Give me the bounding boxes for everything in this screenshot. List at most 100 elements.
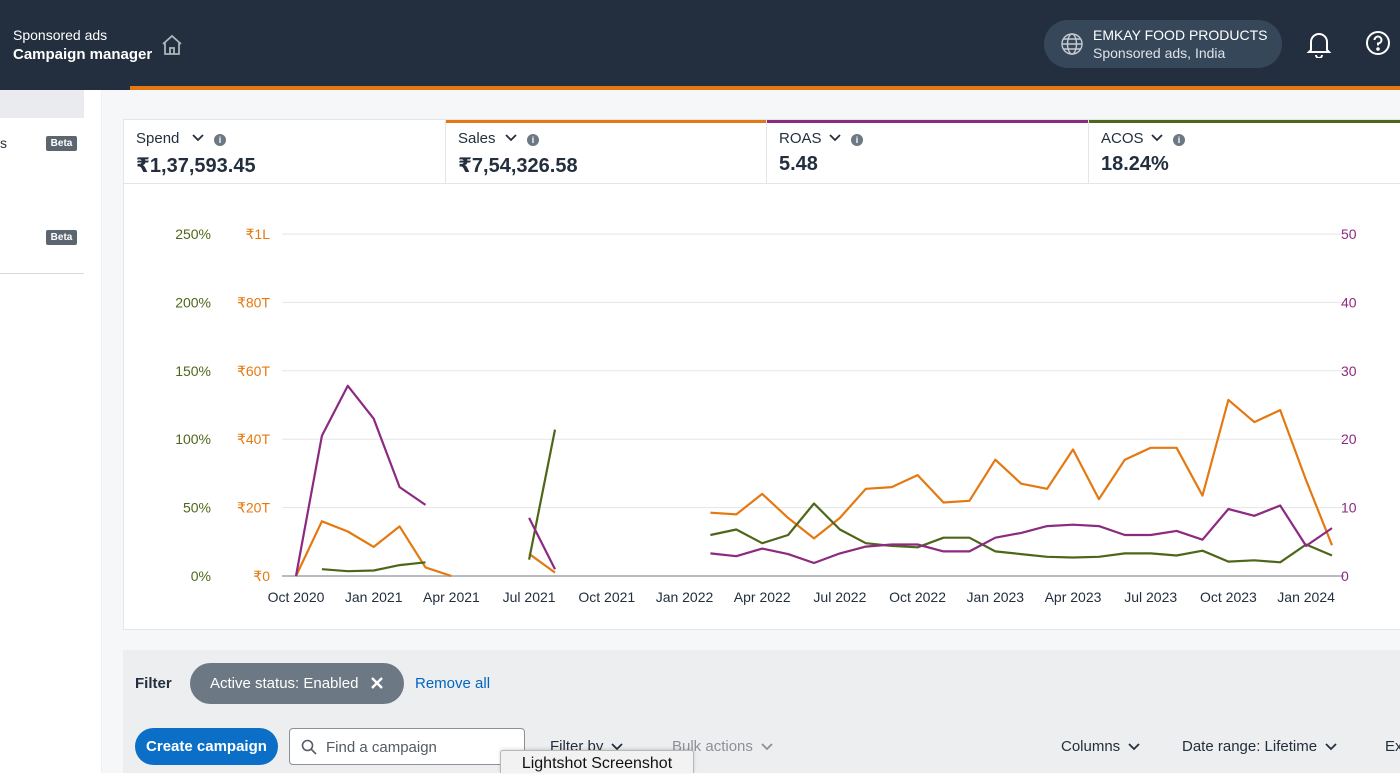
beta-badge: Beta <box>46 230 77 245</box>
metric-tiles: Spend i ₹1,37,593.45 Sales i ₹7,54,326.5… <box>123 119 1400 184</box>
campaign-search[interactable] <box>289 728 525 765</box>
series-line-acos <box>528 429 557 560</box>
y-tick-label-sales: ₹40T <box>237 431 270 447</box>
info-icon[interactable]: i <box>214 134 226 146</box>
x-tick-label: Apr 2021 <box>423 589 480 605</box>
metric-value: 18.24% <box>1101 153 1169 175</box>
series-line-roas <box>294 384 427 577</box>
search-input[interactable] <box>326 737 516 757</box>
chevron-down-icon[interactable] <box>504 132 518 142</box>
metric-value: ₹1,37,593.45 <box>136 155 256 177</box>
chevron-down-icon <box>761 743 773 751</box>
y-tick-label-roas: 50 <box>1341 226 1357 242</box>
chevron-down-icon <box>1325 743 1337 751</box>
metric-value: ₹7,54,326.58 <box>458 155 578 177</box>
series-line-acos <box>321 561 426 573</box>
brand-title: Campaign manager <box>13 46 153 63</box>
series-line-sales <box>295 520 452 578</box>
y-tick-label-acos: 0% <box>191 568 211 584</box>
search-icon <box>301 739 317 755</box>
y-tick-label-roas: 10 <box>1341 500 1357 516</box>
columns-dropdown[interactable]: Columns <box>1061 738 1140 755</box>
date-range-dropdown[interactable]: Date range: Lifetime <box>1182 738 1337 755</box>
y-tick-label-acos: 250% <box>175 226 211 242</box>
x-tick-label: Jan 2022 <box>656 589 714 605</box>
x-tick-label: Jan 2023 <box>966 589 1024 605</box>
info-icon[interactable]: i <box>851 134 863 146</box>
chevron-down-icon[interactable] <box>191 132 205 142</box>
metric-value: 5.48 <box>779 153 818 175</box>
metric-label: ROAS <box>779 130 822 147</box>
sidebar: s Beta Beta <box>0 90 102 773</box>
metric-label: Sales <box>458 130 496 147</box>
metric-roas[interactable]: ROAS i 5.48 <box>767 120 1089 184</box>
remove-all-link[interactable]: Remove all <box>415 675 491 692</box>
performance-chart: 0% ₹0 0 50% ₹20T 10 100% ₹40T 20 150% ₹60T 30 200% ₹8… <box>123 184 1400 630</box>
y-tick-label-roas: 30 <box>1341 363 1357 379</box>
series-line-sales <box>528 552 556 574</box>
y-tick-label-sales: ₹20T <box>237 500 270 516</box>
chevron-down-icon <box>1128 743 1140 751</box>
y-tick-label-sales: ₹0 <box>253 568 270 584</box>
top-navigation-bar: Sponsored ads Campaign manager EMKAY FOO… <box>0 0 1400 90</box>
chevron-down-icon <box>611 743 623 751</box>
columns-label: Columns <box>1061 738 1121 755</box>
screenshot-tool-tooltip: Lightshot Screenshot <box>500 750 694 773</box>
x-tick-label: Jul 2022 <box>813 589 866 605</box>
help-icon[interactable] <box>1365 30 1391 56</box>
x-tick-label: Apr 2022 <box>734 589 791 605</box>
info-icon[interactable]: i <box>527 134 539 146</box>
sidebar-selected-item[interactable] <box>0 90 84 118</box>
beta-badge: Beta <box>46 136 77 151</box>
y-tick-label-sales: ₹60T <box>237 363 270 379</box>
y-tick-label-acos: 100% <box>175 431 211 447</box>
chart-canvas: 0% ₹0 0 50% ₹20T 10 100% ₹40T 20 150% ₹60T 30 200% ₹8… <box>175 226 1357 605</box>
metric-sales[interactable]: Sales i ₹7,54,326.58 <box>446 120 767 184</box>
filter-toolbar: Filter Active status: Enabled Remove all… <box>123 650 1400 773</box>
y-tick-label-sales: ₹80T <box>237 294 270 310</box>
filter-label: Filter <box>135 675 172 692</box>
metric-acos[interactable]: ACOS i 18.24% <box>1089 120 1400 184</box>
metric-color-bar <box>767 120 1088 123</box>
export-button[interactable]: Ex <box>1385 738 1400 755</box>
bell-icon[interactable] <box>1306 30 1332 58</box>
y-tick-label-roas: 20 <box>1341 431 1357 447</box>
chevron-down-icon[interactable] <box>1150 132 1164 142</box>
y-tick-label-roas: 40 <box>1341 294 1357 310</box>
create-campaign-button[interactable]: Create campaign <box>135 728 278 765</box>
y-tick-label-acos: 150% <box>175 363 211 379</box>
brand-subtitle: Sponsored ads <box>13 27 108 43</box>
series-line-roas <box>528 517 556 570</box>
series-line-acos <box>710 502 1333 564</box>
x-tick-label: Oct 2021 <box>578 589 635 605</box>
chevron-down-icon[interactable] <box>828 132 842 142</box>
account-name: EMKAY FOOD PRODUCTS <box>1093 27 1268 43</box>
home-icon[interactable] <box>160 33 184 57</box>
globe-icon <box>1061 33 1083 55</box>
x-tick-label: Oct 2020 <box>268 589 325 605</box>
x-tick-label: Jan 2024 <box>1277 589 1335 605</box>
y-tick-label-roas: 0 <box>1341 568 1349 584</box>
filter-chip-label: Active status: Enabled <box>210 675 359 692</box>
metric-color-bar <box>124 120 445 123</box>
x-tick-label: Jul 2021 <box>503 589 556 605</box>
metric-color-bar <box>1089 120 1400 123</box>
metric-label: Spend <box>136 130 180 147</box>
brand[interactable]: Sponsored ads Campaign manager <box>13 27 152 66</box>
info-icon[interactable]: i <box>1173 134 1185 146</box>
close-icon[interactable] <box>370 676 384 690</box>
x-tick-label: Oct 2023 <box>1200 589 1257 605</box>
metric-spend[interactable]: Spend i ₹1,37,593.45 <box>124 120 446 184</box>
account-market: Sponsored ads, India <box>1093 45 1226 61</box>
x-tick-label: Oct 2022 <box>889 589 946 605</box>
active-filter-chip[interactable]: Active status: Enabled <box>190 663 404 704</box>
metric-color-bar <box>446 120 766 123</box>
sidebar-item-label[interactable]: s <box>0 135 7 151</box>
account-switcher[interactable]: EMKAY FOOD PRODUCTS Sponsored ads, India <box>1044 20 1282 68</box>
y-tick-label-acos: 200% <box>175 294 211 310</box>
x-tick-label: Apr 2023 <box>1045 589 1102 605</box>
metric-label: ACOS <box>1101 130 1144 147</box>
date-range-label: Date range: Lifetime <box>1182 738 1318 755</box>
y-tick-label-acos: 50% <box>183 500 211 516</box>
series-line-roas <box>710 504 1333 565</box>
